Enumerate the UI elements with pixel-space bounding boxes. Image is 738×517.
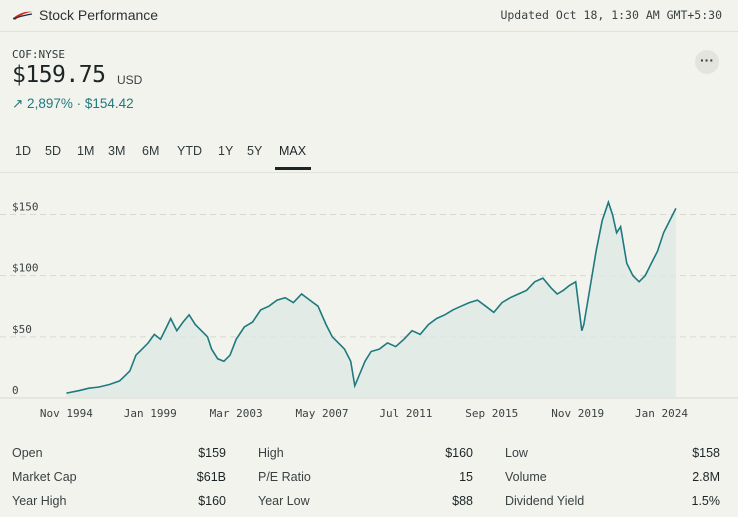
stat-year-high: Year High $160	[12, 494, 226, 514]
active-tab-indicator	[275, 167, 311, 170]
x-tick-label: Jan 1999	[124, 407, 177, 420]
updated-timestamp: Updated Oct 18, 1:30 AM GMT+5:30	[500, 8, 722, 22]
stat-label: Year High	[12, 494, 67, 508]
price-area-fill	[66, 202, 676, 398]
x-tick-label: Jul 2011	[379, 407, 432, 420]
stat-label: Low	[505, 446, 528, 460]
stat-dividend-yield: Dividend Yield 1.5%	[505, 494, 720, 514]
more-options-button[interactable]: ···	[695, 50, 719, 74]
x-tick-label: Nov 1994	[40, 407, 93, 420]
tab-5d[interactable]: 5D	[45, 144, 61, 158]
y-tick-label: $150	[12, 200, 39, 213]
stat-label: Dividend Yield	[505, 494, 585, 508]
x-tick-label: Jan 2024	[635, 407, 688, 420]
y-tick-label: $50	[12, 323, 32, 336]
tab-max[interactable]: MAX	[279, 144, 307, 158]
price-line	[66, 199, 677, 394]
current-price: $159.75	[12, 62, 106, 88]
stat-value: $61B	[196, 470, 226, 484]
stat-value: 15	[459, 470, 473, 484]
stat-label: P/E Ratio	[258, 470, 311, 484]
stat-value: $160	[445, 446, 473, 460]
tab-3m[interactable]: 3M	[108, 144, 126, 158]
stat-value: 2.8M	[692, 470, 720, 484]
capital-one-logo-icon	[12, 11, 33, 20]
header-title: Stock Performance	[39, 7, 159, 23]
stat-pe-ratio: P/E Ratio 15	[258, 470, 473, 490]
stat-market-cap: Market Cap $61B	[12, 470, 226, 490]
stat-value: $158	[692, 446, 720, 460]
tab-5y[interactable]: 5Y	[247, 144, 263, 158]
y-tick-label: 0	[12, 384, 19, 397]
price-change: ↗ 2,897% · $154.42	[12, 96, 134, 111]
x-tick-label: May 2007	[296, 407, 349, 420]
stat-label: Volume	[505, 470, 547, 484]
tabs-divider	[0, 172, 738, 173]
stat-label: Open	[12, 446, 43, 460]
tab-1y[interactable]: 1Y	[218, 144, 234, 158]
stat-volume: Volume 2.8M	[505, 470, 720, 490]
header-bar: Stock Performance Updated Oct 18, 1:30 A…	[0, 0, 738, 32]
ticker-symbol: COF:NYSE	[12, 48, 65, 61]
stat-value: $88	[452, 494, 473, 508]
stat-label: Market Cap	[12, 470, 77, 484]
stat-low: Low $158	[505, 446, 720, 466]
stat-label: High	[258, 446, 284, 460]
stat-high: High $160	[258, 446, 473, 466]
x-tick-label: Sep 2015	[465, 407, 518, 420]
x-tick-label: Mar 2003	[210, 407, 263, 420]
stat-value: $159	[198, 446, 226, 460]
stat-year-low: Year Low $88	[258, 494, 473, 514]
price-chart[interactable]: $150 $100 $50 0 Nov 1994 Jan 1999 Mar 2003 May …	[0, 190, 738, 430]
tab-1d[interactable]: 1D	[15, 144, 31, 158]
y-tick-label: $100	[12, 262, 39, 275]
tab-6m[interactable]: 6M	[142, 144, 160, 158]
stat-label: Year Low	[258, 494, 310, 508]
stat-value: $160	[198, 494, 226, 508]
time-range-tabs: 1D 5D 1M 3M 6M YTD 1Y 5Y MAX	[0, 140, 738, 170]
currency-label: USD	[117, 73, 143, 87]
stat-value: 1.5%	[691, 494, 721, 508]
x-tick-label: Nov 2019	[551, 407, 604, 420]
tab-1m[interactable]: 1M	[77, 144, 95, 158]
tab-ytd[interactable]: YTD	[177, 144, 202, 158]
stat-open: Open $159	[12, 446, 226, 466]
